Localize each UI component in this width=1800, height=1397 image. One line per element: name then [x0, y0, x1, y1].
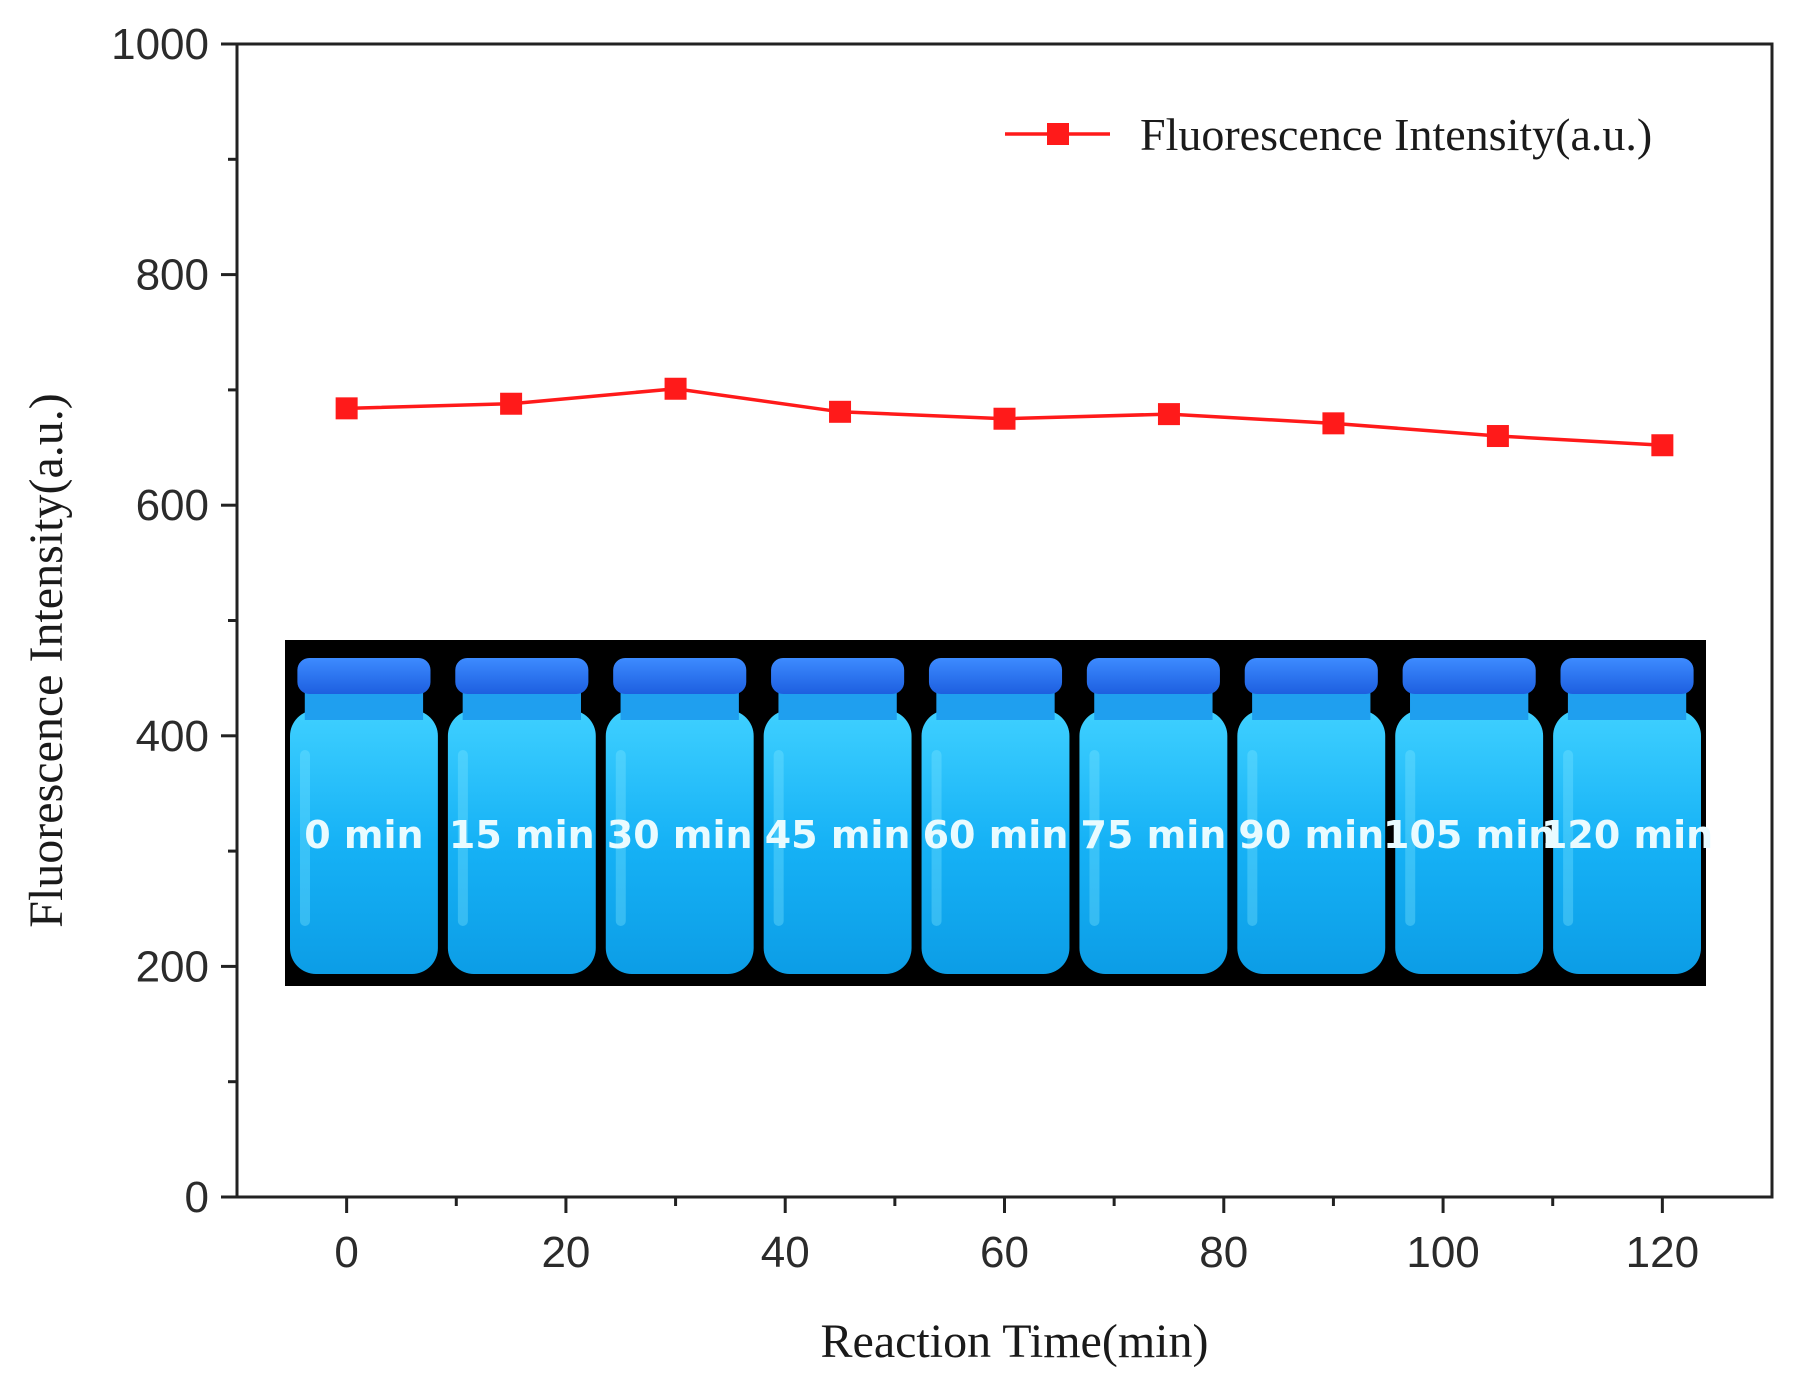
series-layer: [335, 377, 1674, 457]
data-point-marker: [993, 407, 1016, 430]
vial: 90 min: [1237, 658, 1386, 974]
vial-highlight: [1563, 750, 1574, 926]
vial-body: [763, 710, 912, 974]
legend-label: Fluorescence Intensity(a.u.): [1140, 109, 1652, 160]
vial-body: [1237, 710, 1386, 974]
x-tick-label: 60: [980, 1228, 1029, 1277]
x-tick-label: 20: [541, 1228, 590, 1277]
y-axis: 0 200 400 600 800 1000: [111, 20, 237, 1222]
y-tick-label: 0: [185, 1173, 209, 1222]
vial: 15 min: [447, 658, 596, 974]
x-tick-label: 80: [1199, 1228, 1248, 1277]
data-point-marker: [500, 392, 523, 415]
vial-body: [921, 710, 1070, 974]
vial-label: 90 min: [1238, 813, 1384, 857]
vial-cap: [455, 658, 589, 694]
vial-body: [1395, 710, 1544, 974]
vial-label: 60 min: [923, 813, 1069, 857]
vial-cap: [1560, 658, 1694, 694]
vial-cap: [297, 658, 431, 694]
x-axis: 0 20 40 60 80 100 120: [334, 1197, 1699, 1277]
y-tick-label: 200: [136, 942, 209, 991]
x-tick-label: 100: [1406, 1228, 1479, 1277]
y-tick-label: 1000: [111, 20, 209, 69]
y-tick-label: 600: [136, 481, 209, 530]
vial: 75 min: [1079, 658, 1228, 974]
vial-photo-inset: 0 min 15 min 30 min 45 min 60 min 75 min 90 mi…: [285, 640, 1713, 986]
vial-cap: [613, 658, 747, 694]
vial-body: [447, 710, 596, 974]
x-tick-label: 0: [334, 1228, 358, 1277]
vial-highlight: [300, 750, 310, 926]
vial-cap: [771, 658, 905, 694]
vial-highlight: [1247, 750, 1258, 926]
vial-label: 45 min: [765, 813, 911, 857]
y-axis-title: Fluorescence Intensity(a.u.): [20, 393, 73, 927]
data-point-marker: [1157, 403, 1180, 426]
vial-highlight: [1405, 750, 1416, 926]
vial-label: 75 min: [1080, 813, 1226, 857]
vial-body: [1079, 710, 1228, 974]
data-point-marker: [664, 377, 687, 400]
vial: 30 min: [605, 658, 754, 974]
y-tick-label: 800: [136, 251, 209, 300]
vial-label: 30 min: [607, 813, 753, 857]
vial-label: 0 min: [304, 813, 423, 857]
plot-frame: [235, 42, 1774, 1199]
vial-label: 120 min: [1541, 813, 1713, 857]
vial: 45 min: [763, 658, 912, 974]
vial-highlight: [1089, 750, 1100, 926]
vial: 0 min: [290, 658, 438, 974]
vial-cap: [1086, 658, 1220, 694]
vial: 60 min: [921, 658, 1070, 974]
data-point-marker: [829, 400, 852, 423]
vial-cap: [928, 658, 1063, 694]
vial-highlight: [615, 750, 626, 926]
legend: Fluorescence Intensity(a.u.): [1005, 109, 1652, 160]
plot-border: [235, 42, 1774, 1199]
data-point-marker: [1651, 434, 1674, 457]
x-tick-label: 120: [1626, 1228, 1699, 1277]
x-tick-label: 40: [761, 1228, 810, 1277]
y-tick-label: 400: [136, 712, 209, 761]
vial-label: 105 min: [1383, 813, 1555, 857]
vial: 105 min: [1383, 658, 1555, 974]
vial-highlight: [773, 750, 784, 926]
vial-highlight: [931, 750, 942, 926]
vial-body: [290, 710, 438, 974]
data-point-marker: [335, 397, 358, 420]
vial-highlight: [457, 750, 468, 926]
legend-marker: [1047, 123, 1069, 145]
vial-cap: [1244, 658, 1378, 694]
vial-label: 15 min: [449, 813, 595, 857]
data-point-marker: [1486, 425, 1509, 448]
vial-cap: [1402, 658, 1536, 694]
data-point-marker: [1322, 412, 1345, 435]
vial: 120 min: [1541, 658, 1713, 974]
vial-body: [605, 710, 754, 974]
x-axis-title: Reaction Time(min): [821, 1315, 1209, 1368]
vial-body: [1553, 710, 1701, 974]
